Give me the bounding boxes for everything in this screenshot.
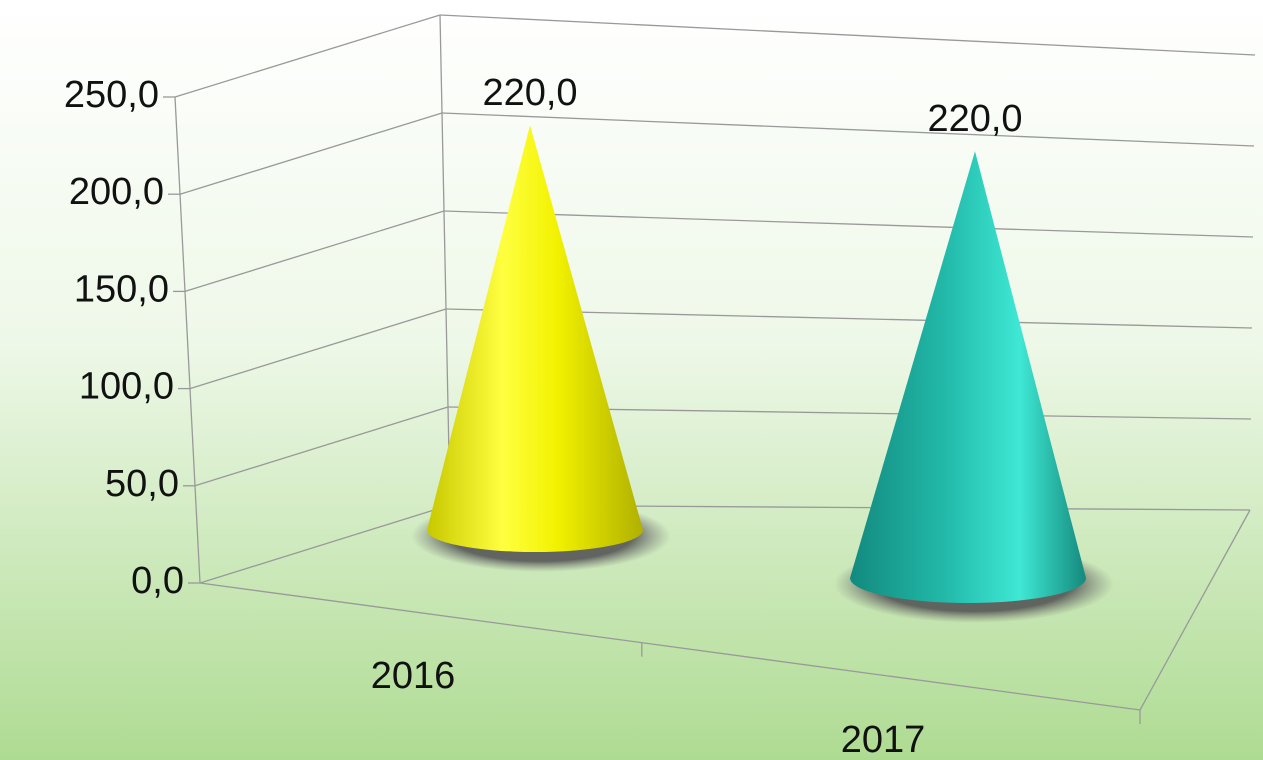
grid-line bbox=[184, 210, 445, 293]
y-axis bbox=[174, 96, 201, 584]
wall-edge bbox=[439, 14, 451, 506]
grid-line bbox=[189, 308, 447, 390]
y-tick-label: 50,0 bbox=[105, 463, 179, 505]
grid-line bbox=[174, 14, 441, 98]
y-tick-label: 0,0 bbox=[131, 560, 184, 602]
grid-line bbox=[179, 112, 443, 195]
grid-line bbox=[443, 210, 1254, 238]
floor-edge bbox=[1139, 509, 1251, 711]
grid-line bbox=[194, 406, 449, 487]
grid-line bbox=[439, 14, 1256, 56]
cone bbox=[850, 151, 1086, 603]
y-tick-label: 200,0 bbox=[69, 171, 164, 213]
value-label: 220,0 bbox=[927, 98, 1022, 140]
x-axis bbox=[199, 582, 1141, 711]
value-label: 220,0 bbox=[482, 72, 577, 114]
y-tick-label: 150,0 bbox=[74, 268, 169, 310]
cone bbox=[427, 125, 643, 552]
grid-line bbox=[199, 504, 451, 584]
y-tick-label: 250,0 bbox=[64, 74, 159, 116]
x-tick-label: 2017 bbox=[841, 719, 926, 760]
y-tick-label: 100,0 bbox=[79, 366, 174, 408]
x-tick-label: 2016 bbox=[371, 655, 456, 697]
grid-line bbox=[441, 112, 1255, 147]
